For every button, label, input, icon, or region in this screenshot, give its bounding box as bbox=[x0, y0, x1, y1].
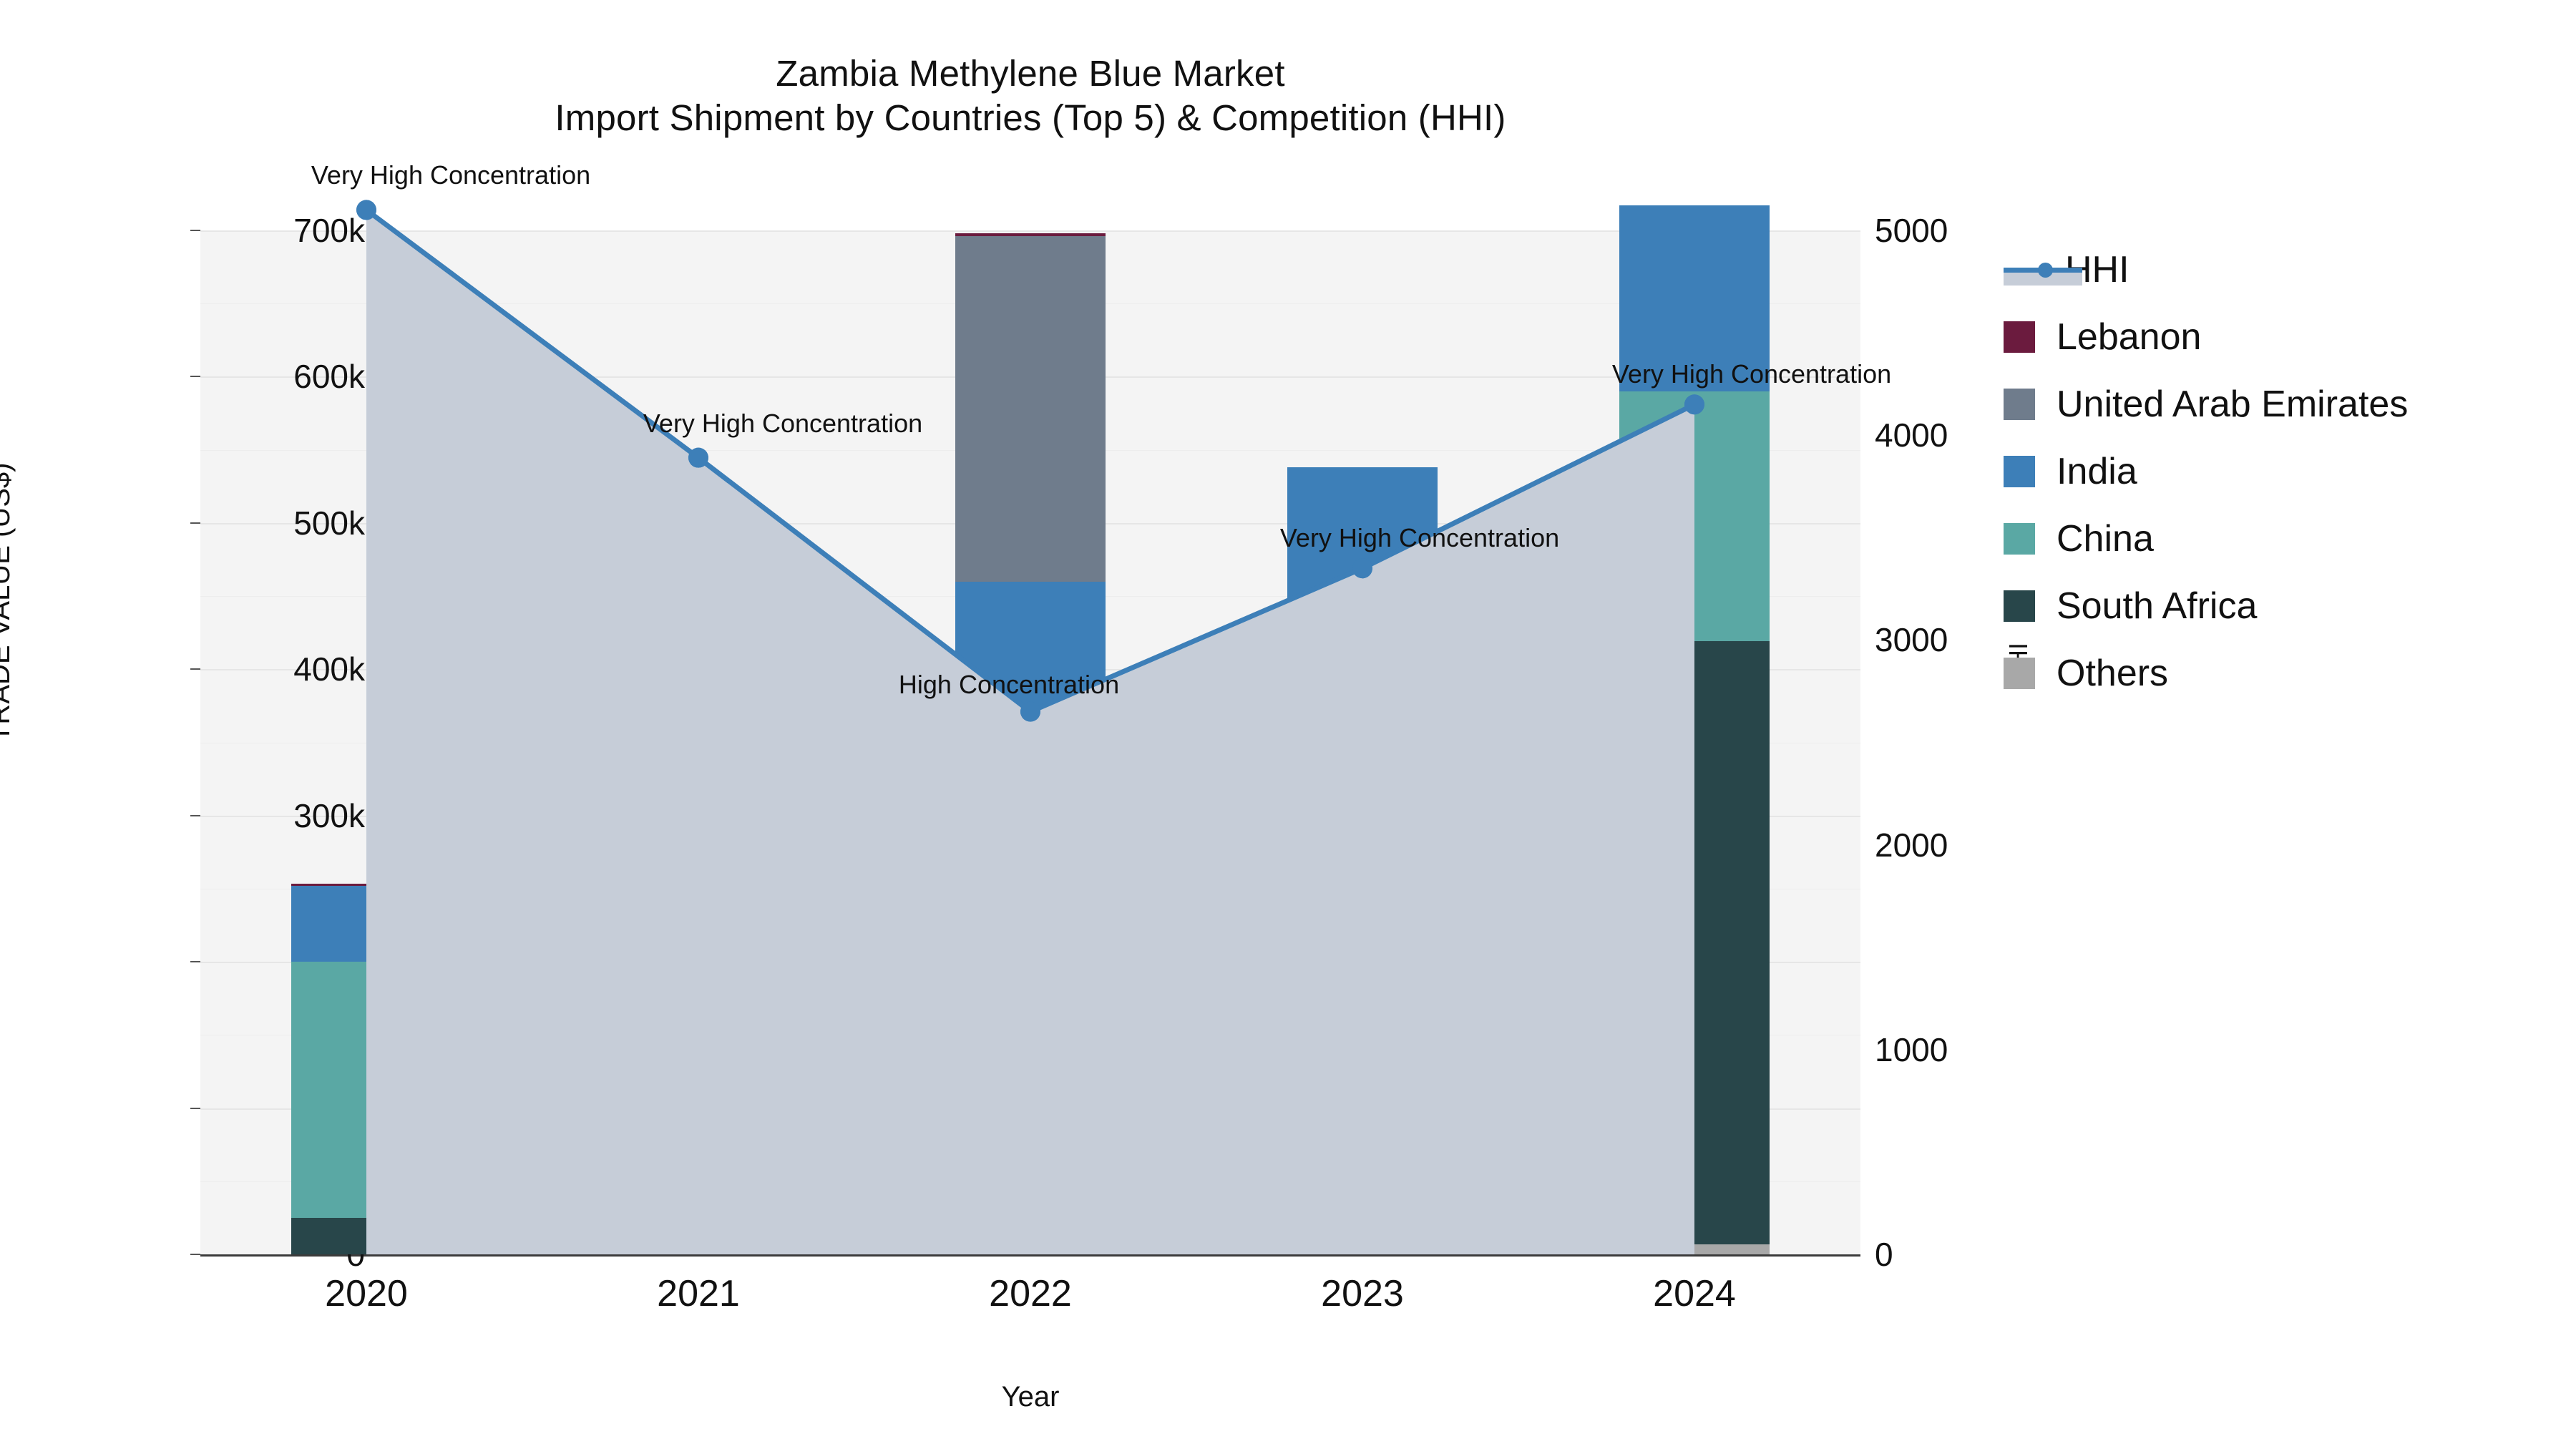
y-axis-right-tick-label: 0 bbox=[1875, 1236, 1893, 1273]
bar-segment-united-arab-emirates[interactable] bbox=[955, 236, 1106, 582]
x-axis-tick-label-2020: 2020 bbox=[325, 1273, 408, 1314]
x-axis-label: Year bbox=[1001, 1381, 1060, 1413]
chart-legend: HHI Lebanon United Arab Emirates India China… bbox=[2004, 236, 2408, 707]
legend-swatch-icon bbox=[2004, 523, 2035, 555]
legend-item-china[interactable]: China bbox=[2004, 505, 2408, 572]
plot-area: Very High Concentration Very High Concent… bbox=[200, 160, 1891, 1256]
hhi-area-fill bbox=[366, 210, 1694, 1254]
y-axis-left-label: TRADE VALUE (US$) bbox=[0, 462, 16, 742]
x-axis-tick-label-2023: 2023 bbox=[1321, 1273, 1404, 1314]
bar-segment-india[interactable] bbox=[1619, 205, 1770, 391]
x-axis-tick-label-2024: 2024 bbox=[1653, 1273, 1736, 1314]
legend-item-label: Others bbox=[2057, 653, 2169, 694]
y-axis-right-tick-label: 5000 bbox=[1875, 212, 1948, 249]
legend-item-south-africa[interactable]: South Africa bbox=[2004, 572, 2408, 640]
legend-line-marker-icon bbox=[2004, 254, 2082, 286]
y-axis-left-tickmark bbox=[190, 961, 200, 963]
chart-title: Zambia Methylene Blue Market Import Ship… bbox=[0, 52, 2061, 140]
y-axis-left-tick-label: 600k bbox=[293, 358, 365, 396]
y-axis-left-tickmark bbox=[190, 1107, 200, 1109]
x-axis-tick-label-2022: 2022 bbox=[989, 1273, 1072, 1314]
hhi-marker[interactable] bbox=[1352, 558, 1372, 579]
hhi-marker-layer bbox=[356, 200, 1704, 722]
legend-item-label: South Africa bbox=[2057, 585, 2258, 627]
hhi-annotation: Very High Concentration bbox=[643, 408, 923, 438]
legend-item-label: United Arab Emirates bbox=[2057, 384, 2409, 425]
legend-swatch-icon bbox=[2004, 389, 2035, 420]
hhi-marker[interactable] bbox=[356, 200, 376, 220]
legend-item-india[interactable]: India bbox=[2004, 438, 2408, 505]
chart-title-line-1: Zambia Methylene Blue Market bbox=[776, 53, 1285, 94]
hhi-marker[interactable] bbox=[688, 447, 708, 468]
legend-item-label: Lebanon bbox=[2057, 316, 2202, 358]
y-axis-left-tick-label: 500k bbox=[293, 504, 365, 542]
x-axis-tick-label-2021: 2021 bbox=[657, 1273, 740, 1314]
hhi-marker[interactable] bbox=[1020, 701, 1040, 722]
legend-item-lebanon[interactable]: Lebanon bbox=[2004, 303, 2408, 371]
y-axis-right-tick-label: 3000 bbox=[1875, 621, 1948, 659]
y-axis-left-tickmark bbox=[190, 668, 200, 670]
bar-segment-lebanon[interactable] bbox=[955, 233, 1106, 237]
legend-swatch-icon bbox=[2004, 658, 2035, 689]
y-axis-left-tickmark bbox=[190, 376, 200, 378]
legend-item-others[interactable]: Others bbox=[2004, 640, 2408, 707]
y-axis-left-tickmark bbox=[190, 522, 200, 524]
hhi-annotation: High Concentration bbox=[898, 669, 1120, 699]
hhi-marker[interactable] bbox=[1684, 394, 1704, 415]
hhi-annotation: Very High Concentration bbox=[1279, 523, 1560, 553]
legend-item-label: India bbox=[2057, 451, 2137, 492]
y-axis-right-tick-label: 4000 bbox=[1875, 416, 1948, 454]
chart-title-line-2: Import Shipment by Countries (Top 5) & C… bbox=[555, 97, 1506, 139]
y-axis-left-tickmark bbox=[190, 1254, 200, 1255]
legend-swatch-icon bbox=[2004, 456, 2035, 487]
y-axis-left-tick-label: 300k bbox=[293, 796, 365, 834]
hhi-annotation: Very High Concentration bbox=[311, 160, 591, 190]
hhi-annotation: Very High Concentration bbox=[1611, 359, 1892, 389]
y-axis-right-tick-label: 1000 bbox=[1875, 1030, 1948, 1068]
legend-item-label: China bbox=[2057, 518, 2154, 560]
y-axis-left-tick-label: 700k bbox=[293, 212, 365, 249]
legend-item-united-arab-emirates[interactable]: United Arab Emirates bbox=[2004, 371, 2408, 438]
y-axis-left-tick-label: 400k bbox=[293, 650, 365, 688]
annotation-group: Very High Concentration Very High Concent… bbox=[200, 160, 1891, 1254]
legend-swatch-icon bbox=[2004, 321, 2035, 353]
y-axis-right-tick-label: 2000 bbox=[1875, 826, 1948, 864]
legend-item-hhi[interactable]: HHI bbox=[2004, 236, 2408, 303]
legend-swatch-icon bbox=[2004, 590, 2035, 622]
x-axis-line bbox=[200, 1254, 1860, 1257]
y-axis-left-tickmark bbox=[190, 230, 200, 231]
y-axis-left-tickmark bbox=[190, 814, 200, 816]
gridline-major bbox=[200, 230, 1860, 232]
